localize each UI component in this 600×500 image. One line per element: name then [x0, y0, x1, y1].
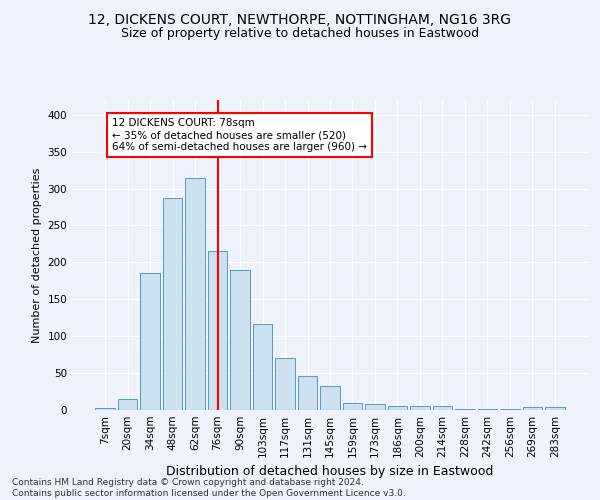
Text: 12 DICKENS COURT: 78sqm
← 35% of detached houses are smaller (520)
64% of semi-d: 12 DICKENS COURT: 78sqm ← 35% of detache… — [112, 118, 367, 152]
Bar — [230, 270, 250, 410]
Bar — [478, 408, 497, 410]
Y-axis label: Number of detached properties: Number of detached properties — [32, 168, 42, 342]
Bar — [118, 399, 137, 410]
Bar — [163, 198, 182, 410]
Bar — [140, 274, 160, 410]
Bar — [320, 386, 340, 410]
Bar — [365, 404, 385, 410]
Bar — [388, 406, 407, 410]
Bar — [343, 402, 362, 410]
Bar — [298, 376, 317, 410]
Bar — [410, 406, 430, 410]
Text: Size of property relative to detached houses in Eastwood: Size of property relative to detached ho… — [121, 28, 479, 40]
Bar — [500, 408, 520, 410]
Bar — [545, 407, 565, 410]
Bar — [95, 408, 115, 410]
Text: Contains HM Land Registry data © Crown copyright and database right 2024.
Contai: Contains HM Land Registry data © Crown c… — [12, 478, 406, 498]
Bar — [275, 358, 295, 410]
Text: 12, DICKENS COURT, NEWTHORPE, NOTTINGHAM, NG16 3RG: 12, DICKENS COURT, NEWTHORPE, NOTTINGHAM… — [89, 12, 511, 26]
Bar — [208, 252, 227, 410]
Bar — [433, 406, 452, 410]
Bar — [455, 408, 475, 410]
Bar — [523, 407, 542, 410]
Bar — [185, 178, 205, 410]
X-axis label: Distribution of detached houses by size in Eastwood: Distribution of detached houses by size … — [166, 466, 494, 478]
Bar — [253, 324, 272, 410]
